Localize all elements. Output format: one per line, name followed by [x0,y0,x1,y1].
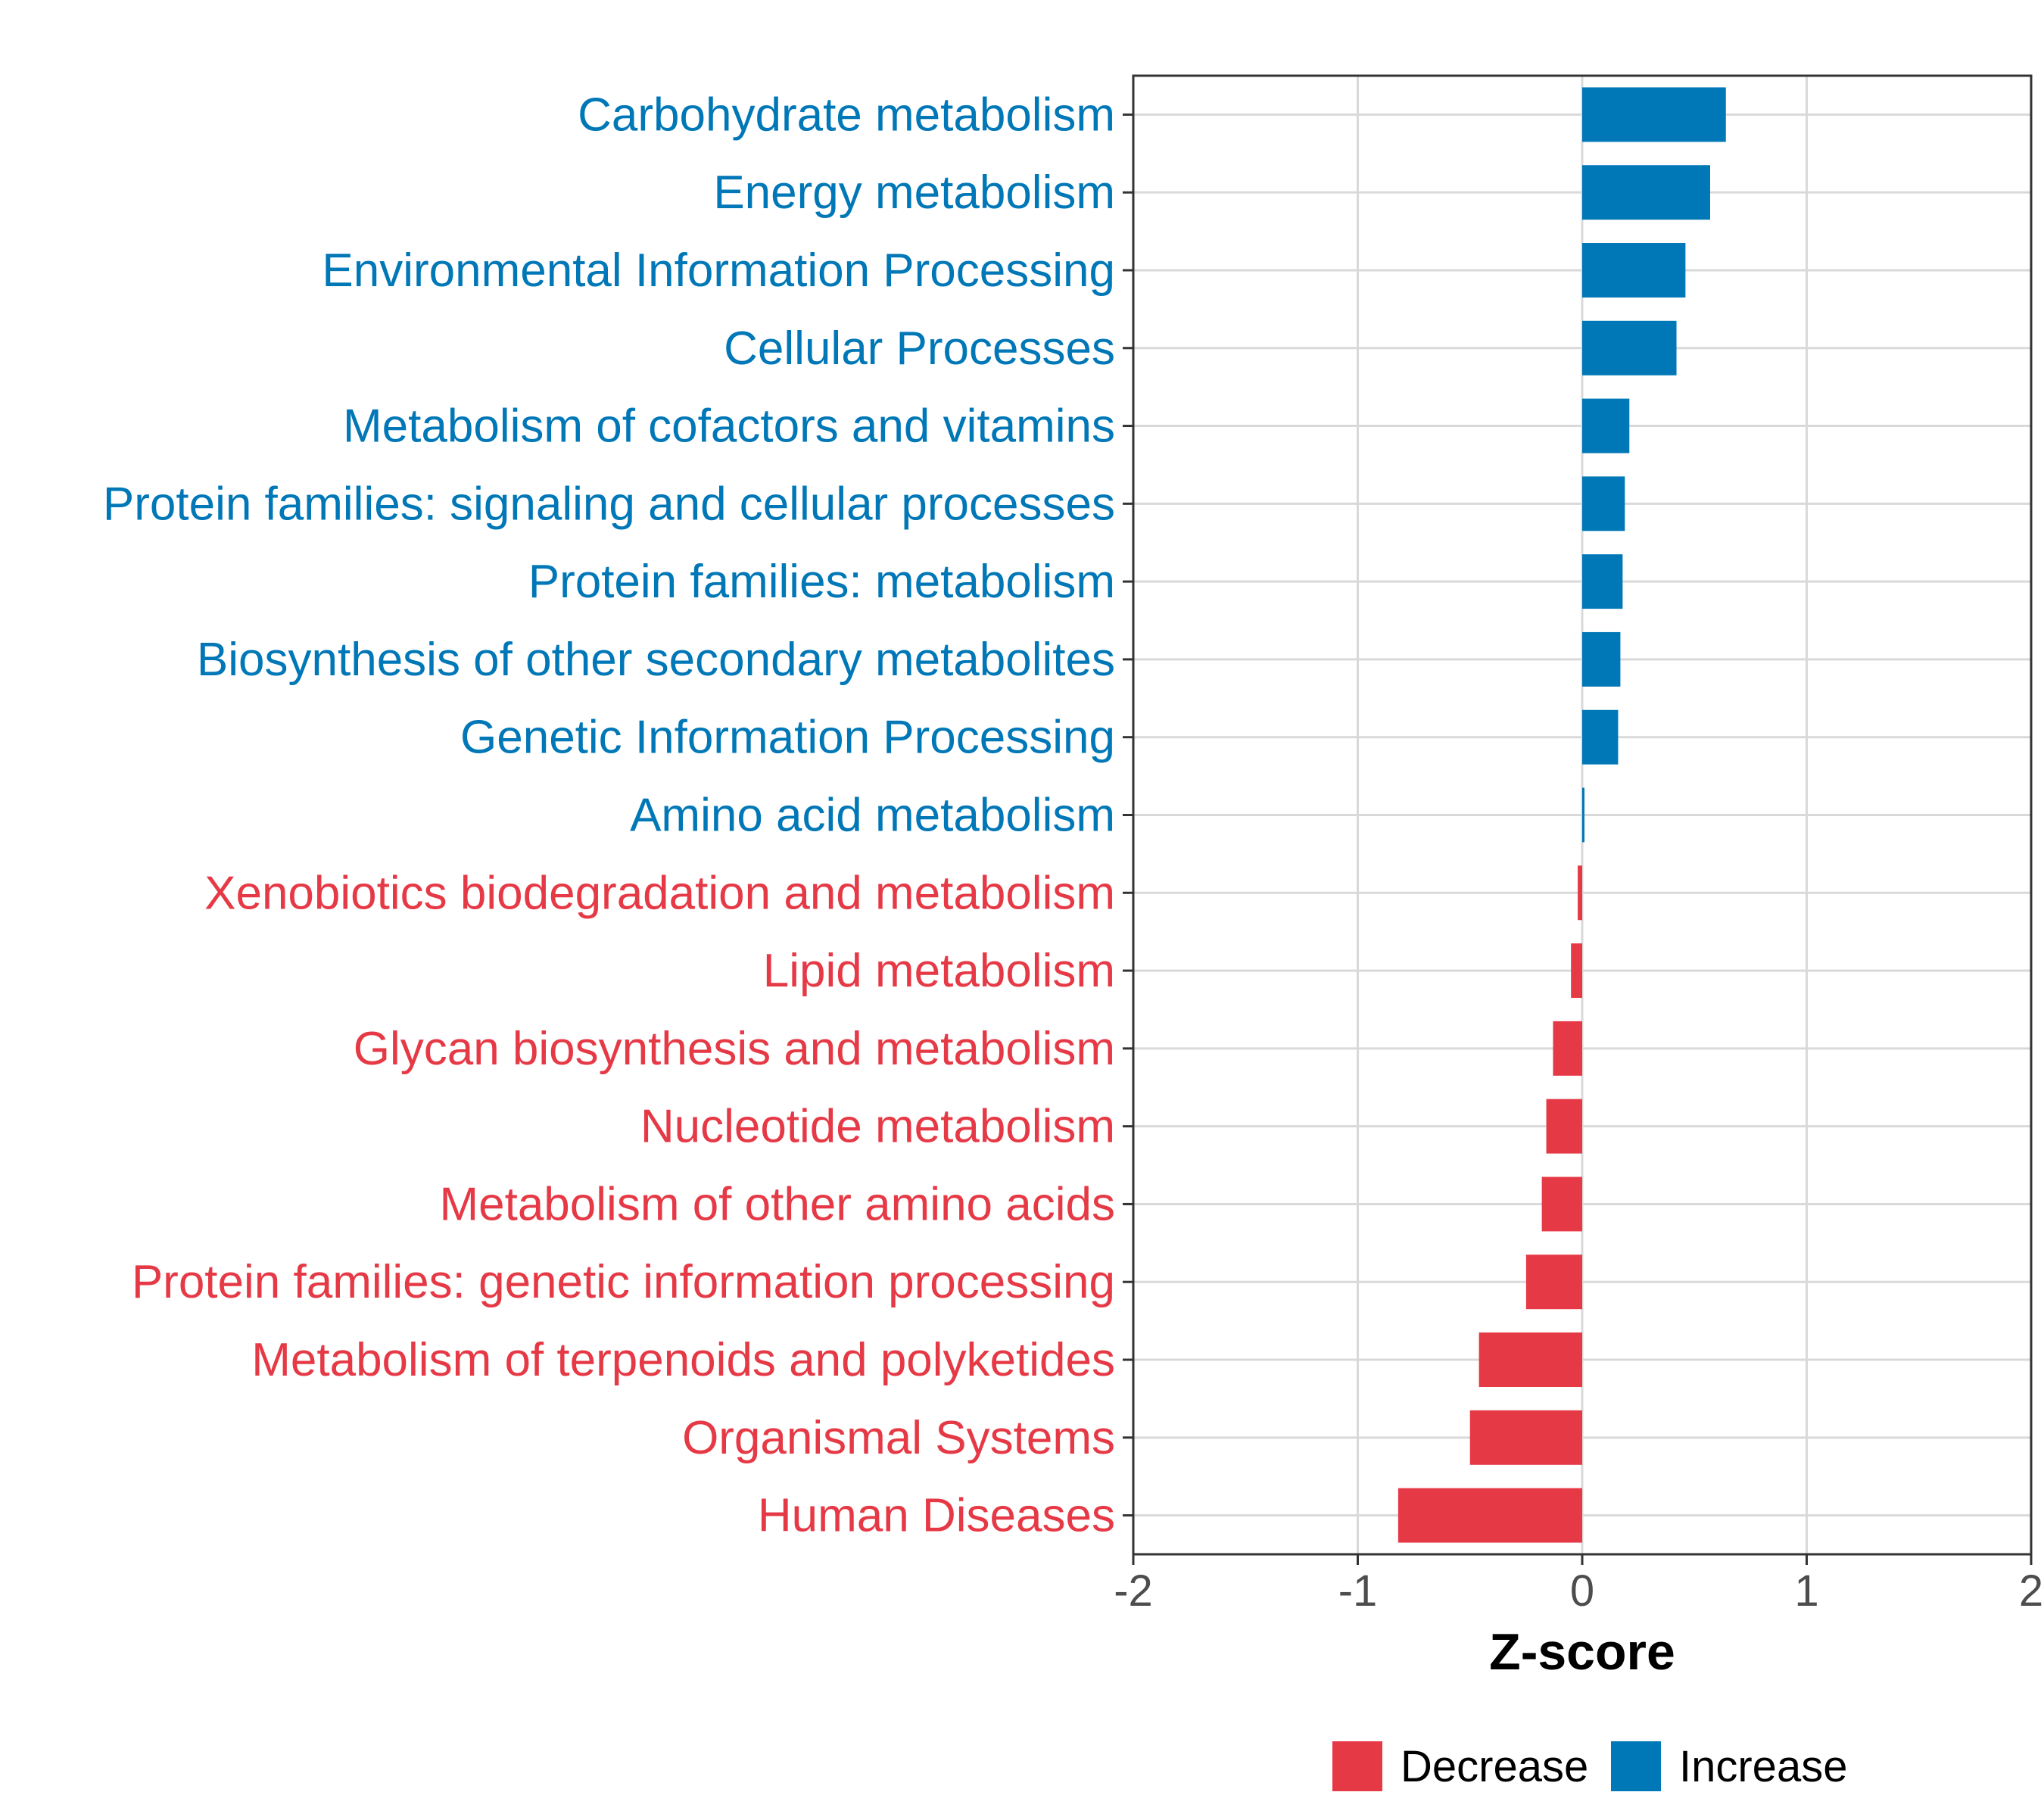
category-label-8: Genetic Information Processing [460,712,1115,764]
legend-label-increase: Increase [1679,1742,1847,1791]
category-label-12: Glycan biosynthesis and metabolism [354,1023,1115,1075]
bar-10 [1578,865,1582,921]
category-label-10: Xenobiotics biodegradation and metabolis… [204,867,1115,919]
category-label-4: Metabolism of cofactors and vitamins [343,400,1115,453]
category-label-1: Energy metabolism [713,167,1115,219]
category-label-16: Metabolism of terpenoids and polyketides [251,1334,1115,1386]
x-tick-label-2: 0 [1570,1566,1594,1616]
bar-15 [1525,1254,1582,1310]
bar-8 [1582,709,1619,765]
category-label-17: Organismal Systems [682,1412,1115,1464]
bars [1397,87,1726,1543]
x-axis: -2 -1 0 1 2 [1114,1554,2043,1616]
bar-13 [1546,1099,1582,1154]
bar-5 [1582,476,1625,531]
bar-14 [1541,1177,1582,1232]
bar-4 [1582,398,1630,453]
bar-3 [1582,320,1677,376]
category-label-14: Metabolism of other amino acids [439,1178,1115,1230]
category-label-5: Protein families: signaling and cellular… [103,478,1115,530]
bar-17 [1469,1410,1582,1465]
x-tick-label-0: -2 [1114,1566,1153,1616]
legend: Decrease Increase [1332,1741,1847,1791]
bar-16 [1478,1332,1582,1388]
category-label-18: Human Diseases [758,1490,1115,1542]
category-label-15: Protein families: genetic information pr… [132,1256,1115,1308]
bar-2 [1582,242,1686,298]
category-label-11: Lipid metabolism [763,945,1115,997]
category-label-3: Cellular Processes [724,323,1115,375]
category-label-7: Biosynthesis of other secondary metaboli… [197,634,1115,686]
bar-18 [1397,1488,1582,1543]
category-label-0: Carbohydrate metabolism [578,89,1115,141]
category-label-6: Protein families: metabolism [528,556,1115,608]
x-tick-label-4: 2 [2019,1566,2043,1616]
category-label-13: Nucleotide metabolism [640,1101,1115,1153]
category-labels: Carbohydrate metabolism Energy metabolism… [103,89,1133,1542]
bar-0 [1582,87,1726,142]
bar-9 [1582,787,1584,843]
bar-11 [1571,943,1582,999]
bar-7 [1582,631,1621,687]
legend-key-increase [1611,1741,1661,1791]
category-label-2: Environmental Information Processing [322,245,1115,297]
x-tick-label-3: 1 [1794,1566,1818,1616]
legend-key-decrease [1332,1741,1382,1791]
bar-1 [1582,165,1711,220]
x-tick-label-1: -1 [1338,1566,1378,1616]
legend-label-decrease: Decrease [1401,1742,1588,1791]
bar-12 [1553,1021,1582,1076]
x-axis-title: Z-score [1489,1623,1675,1681]
category-label-9: Amino acid metabolism [630,790,1115,842]
bar-6 [1582,554,1623,609]
